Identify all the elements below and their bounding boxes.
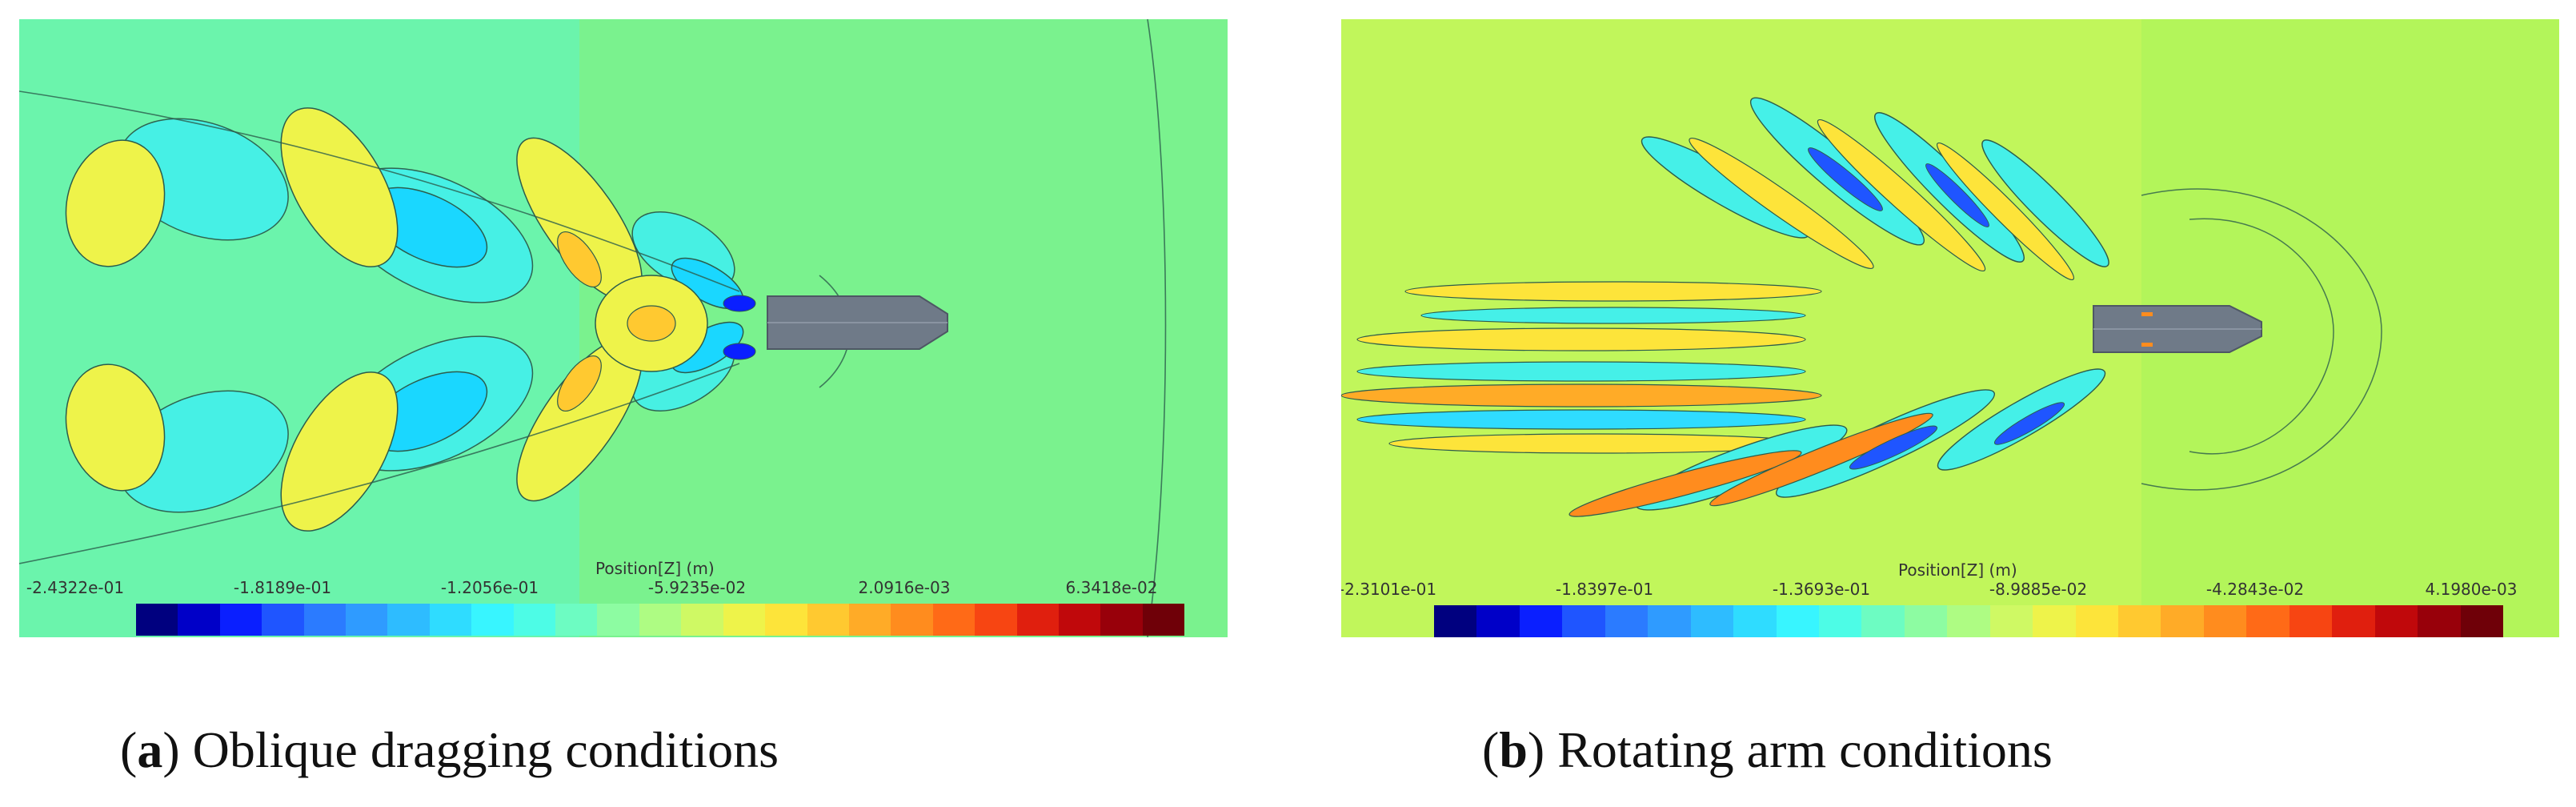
colorbar-swatch xyxy=(2203,605,2247,637)
colorbar-swatch xyxy=(1100,604,1143,636)
colorbar-swatch xyxy=(2246,605,2290,637)
colorbar-swatch xyxy=(429,604,472,636)
colorbar-a xyxy=(136,604,1185,636)
colorbar-tick-b-3: -1.3693e-01 xyxy=(1772,580,1871,599)
colorbar-tick-b-1: -2.3101e-01 xyxy=(1341,580,1437,599)
contour-plot-rotating-arm: Position[Z] (m) -2.3101e-01 -1.8397e-01 … xyxy=(1341,19,2559,637)
contour-field-b xyxy=(1341,19,2559,637)
colorbar-swatch xyxy=(1562,605,1605,637)
colorbar-tick-a-5: 2.0916e-03 xyxy=(858,578,951,597)
colorbar-swatch xyxy=(1818,605,1862,637)
colorbar-swatch xyxy=(262,604,304,636)
colorbar-tick-b-6: 4.1980e-03 xyxy=(2425,580,2518,599)
caption-b: (b) Rotating arm conditions xyxy=(1482,721,2053,778)
colorbar-swatch xyxy=(1604,605,1649,637)
colorbar-swatch xyxy=(1476,605,1520,637)
colorbar-swatch xyxy=(1989,605,2033,637)
colorbar-swatch xyxy=(1058,604,1101,636)
colorbar-swatch xyxy=(513,604,556,636)
colorbar-swatch xyxy=(2332,605,2375,637)
colorbar-swatch xyxy=(2460,605,2503,637)
colorbar-swatch xyxy=(1861,605,1905,637)
colorbar-swatch xyxy=(555,604,598,636)
colorbar-swatch xyxy=(303,604,347,636)
colorbar-swatch xyxy=(891,604,933,636)
colorbar-swatch xyxy=(2418,605,2461,637)
colorbar-swatch xyxy=(1690,605,1734,637)
colorbar-tick-a-4: -5.9235e-02 xyxy=(647,578,747,597)
contour-field-a xyxy=(19,19,1228,637)
colorbar-swatch xyxy=(1947,605,1990,637)
colorbar-swatch xyxy=(2118,605,2161,637)
colorbar-swatch xyxy=(2033,605,2076,637)
caption-a-letter: a xyxy=(137,721,163,778)
colorbar-swatch xyxy=(471,604,514,636)
colorbar-swatch xyxy=(807,604,849,636)
colorbar-swatch xyxy=(975,604,1017,636)
colorbar-swatch xyxy=(723,604,766,636)
colorbar-swatch xyxy=(346,604,388,636)
colorbar-swatch xyxy=(1648,605,1691,637)
colorbar-swatch xyxy=(1733,605,1777,637)
colorbar-tick-b-5: -4.2843e-02 xyxy=(2205,580,2305,599)
colorbar-swatch xyxy=(848,604,891,636)
colorbar-tick-b-2: -1.8397e-01 xyxy=(1555,580,1654,599)
colorbar-tick-a-6: 6.3418e-02 xyxy=(1065,578,1158,597)
colorbar-swatch xyxy=(1776,605,1819,637)
contour-plot-oblique-dragging: Position[Z] (m) -2.4322e-01 -1.8189e-01 … xyxy=(19,19,1228,637)
colorbar-swatch xyxy=(2075,605,2118,637)
colorbar-tick-a-1: -2.4322e-01 xyxy=(26,578,125,597)
colorbar-swatch xyxy=(681,604,723,636)
colorbar-title-a: Position[Z] (m) xyxy=(595,559,715,578)
colorbar-swatch xyxy=(219,604,262,636)
colorbar-swatch xyxy=(597,604,639,636)
caption-b-letter: b xyxy=(1499,721,1528,778)
colorbar-b xyxy=(1434,605,2503,637)
caption-b-text: Rotating arm conditions xyxy=(1557,721,2053,778)
colorbar-swatch xyxy=(2161,605,2204,637)
colorbar-swatch xyxy=(2289,605,2333,637)
colorbar-swatch xyxy=(387,604,430,636)
colorbar-swatch xyxy=(1016,604,1059,636)
colorbar-tick-a-3: -1.2056e-01 xyxy=(440,578,539,597)
colorbar-swatch xyxy=(2374,605,2418,637)
colorbar-swatch xyxy=(1519,605,1563,637)
colorbar-swatch xyxy=(136,604,178,636)
colorbar-swatch xyxy=(178,604,220,636)
colorbar-swatch xyxy=(932,604,976,636)
colorbar-swatch xyxy=(765,604,807,636)
caption-a-text: Oblique dragging conditions xyxy=(192,721,779,778)
caption-a: (a) Oblique dragging conditions xyxy=(120,721,779,778)
colorbar-swatch xyxy=(1434,605,1477,637)
colorbar-tick-b-4: -8.9885e-02 xyxy=(1989,580,2088,599)
colorbar-swatch xyxy=(1904,605,1948,637)
colorbar-tick-a-2: -1.8189e-01 xyxy=(233,578,332,597)
colorbar-swatch xyxy=(639,604,682,636)
colorbar-title-b: Position[Z] (m) xyxy=(1898,560,2017,580)
colorbar-swatch xyxy=(1142,604,1185,636)
